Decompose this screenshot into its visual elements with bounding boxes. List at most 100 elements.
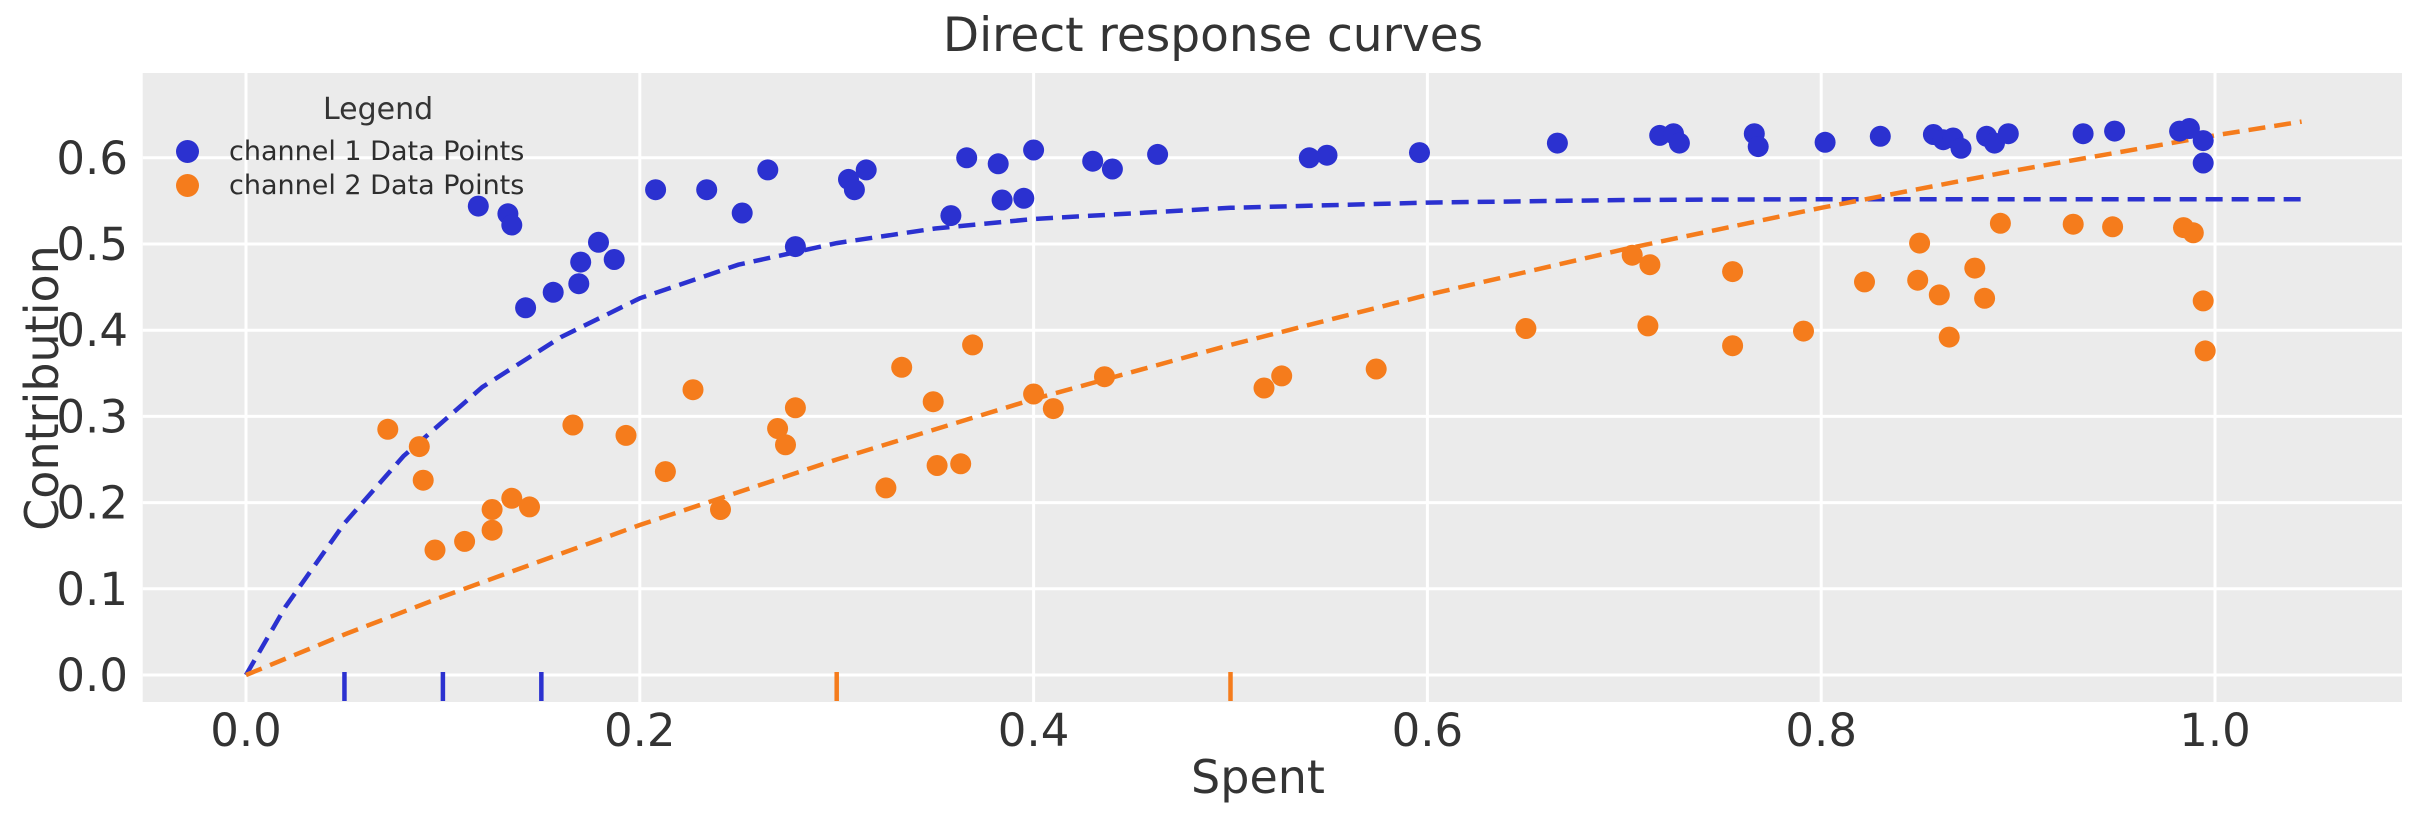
data-point-channel-1: [2178, 118, 2200, 139]
data-point-channel-1: [542, 281, 564, 303]
data-point-channel-1: [696, 179, 718, 201]
channel-2-response-curve: [245, 119, 2302, 678]
data-point-channel-2: [1793, 320, 1814, 342]
channel-2-marker-icon: [176, 173, 199, 197]
data-point-channel-2: [615, 424, 637, 446]
data-point-channel-1: [940, 205, 962, 227]
x-tick-label: 0.0: [210, 704, 282, 757]
data-point-channel-1: [515, 297, 537, 319]
data-point-channel-1: [1546, 132, 1568, 154]
y-tick-label: 0.0: [56, 649, 128, 702]
data-point-channel-1: [1316, 144, 1338, 166]
data-point-channel-1: [603, 249, 625, 270]
data-point-channel-1: [991, 189, 1013, 211]
data-point-channel-2: [2192, 290, 2214, 312]
data-point-channel-1: [987, 153, 1009, 175]
data-point-channel-1: [784, 236, 806, 258]
data-point-channel-1: [1082, 150, 1104, 172]
data-point-channel-1: [1814, 131, 1836, 153]
legend-item-channel-2: channel 2 Data Points: [176, 170, 524, 201]
data-point-channel-2: [481, 519, 503, 541]
data-point-channel-2: [922, 391, 944, 413]
legend-title: Legend: [323, 92, 434, 127]
data-point-channel-2: [2194, 340, 2216, 362]
y-tick-label: 0.6: [56, 132, 128, 185]
data-point-channel-1: [731, 202, 753, 224]
data-point-channel-2: [2102, 216, 2124, 238]
legend-item-channel-1: channel 1 Data Points: [176, 135, 525, 167]
data-point-channel-2: [875, 477, 897, 499]
data-point-channel-1: [467, 195, 489, 217]
y-tick-label: 0.3: [56, 390, 128, 443]
chart-title: Direct response curves: [942, 8, 1484, 63]
data-point-channel-1: [1747, 136, 1769, 158]
data-point-channel-1: [2192, 152, 2214, 174]
data-point-channel-2: [926, 455, 948, 476]
data-point-channel-2: [775, 434, 796, 456]
data-point-channel-2: [408, 436, 430, 458]
data-point-channel-1: [570, 251, 592, 273]
data-point-channel-2: [1637, 315, 1659, 337]
data-point-channel-1: [645, 179, 667, 201]
data-point-channel-2: [519, 496, 540, 518]
data-point-channel-2: [1928, 284, 1950, 306]
data-point-channel-1: [1997, 123, 2019, 145]
x-tick-label: 0.2: [604, 704, 676, 757]
data-point-channel-2: [1042, 398, 1064, 420]
data-point-channel-2: [1722, 335, 1744, 357]
data-point-channel-1: [501, 214, 523, 236]
data-point-channel-1: [855, 159, 877, 181]
data-point-channel-2: [1974, 287, 1996, 309]
data-point-channel-1: [1869, 125, 1891, 147]
x-axis-label: Spent: [1191, 750, 1325, 804]
data-point-channel-1: [568, 273, 590, 295]
data-point-channel-2: [1989, 212, 2011, 234]
data-point-channel-2: [950, 453, 972, 475]
data-point-channel-1: [2192, 130, 2214, 152]
data-point-channel-2: [682, 379, 704, 401]
data-point-channel-2: [562, 414, 584, 436]
data-point-channel-1: [1950, 137, 1972, 159]
y-tick-label: 0.1: [56, 563, 128, 616]
y-tick-label: 0.4: [56, 304, 128, 357]
data-point-channel-1: [588, 231, 609, 253]
data-point-channel-2: [1365, 358, 1387, 380]
data-point-channel-2: [1094, 366, 1115, 388]
data-point-channel-2: [1023, 383, 1045, 405]
data-point-channel-2: [424, 539, 446, 561]
data-point-channel-2: [1907, 269, 1929, 291]
data-point-channel-2: [2062, 213, 2084, 235]
data-point-channel-2: [454, 530, 476, 552]
data-point-channel-2: [1938, 326, 1960, 348]
data-point-channel-2: [377, 418, 399, 440]
data-point-channel-2: [1515, 318, 1537, 339]
channel-1-marker-icon: [176, 139, 199, 163]
data-point-channel-2: [1964, 257, 1986, 279]
data-point-channel-2: [1639, 254, 1661, 276]
y-axis-label: Contribution: [15, 245, 69, 531]
data-point-channel-2: [1854, 271, 1875, 293]
data-point-channel-2: [1621, 244, 1643, 266]
y-tick-label: 0.2: [56, 477, 128, 530]
data-point-channel-2: [710, 499, 731, 520]
data-point-channel-1: [1668, 132, 1690, 154]
data-point-channel-1: [1298, 147, 1320, 169]
y-tick-label: 0.5: [56, 218, 128, 271]
data-point-channel-2: [481, 499, 503, 520]
data-point-channel-2: [1722, 261, 1744, 283]
data-point-channel-2: [1253, 377, 1275, 399]
data-point-channel-1: [757, 159, 779, 181]
x-tick-label: 0.6: [1392, 704, 1464, 757]
data-point-channel-2: [1271, 365, 1293, 387]
data-point-channel-1: [843, 179, 865, 201]
data-point-channel-2: [784, 397, 806, 419]
data-point-channel-2: [767, 418, 789, 439]
x-tick-label: 1.0: [2179, 704, 2251, 757]
data-point-channel-2: [1909, 232, 1931, 254]
data-point-channel-1: [1101, 158, 1123, 180]
data-point-channel-1: [956, 147, 978, 169]
legend-item-label: channel 1 Data Points: [229, 135, 525, 167]
data-point-channel-1: [2072, 123, 2094, 145]
